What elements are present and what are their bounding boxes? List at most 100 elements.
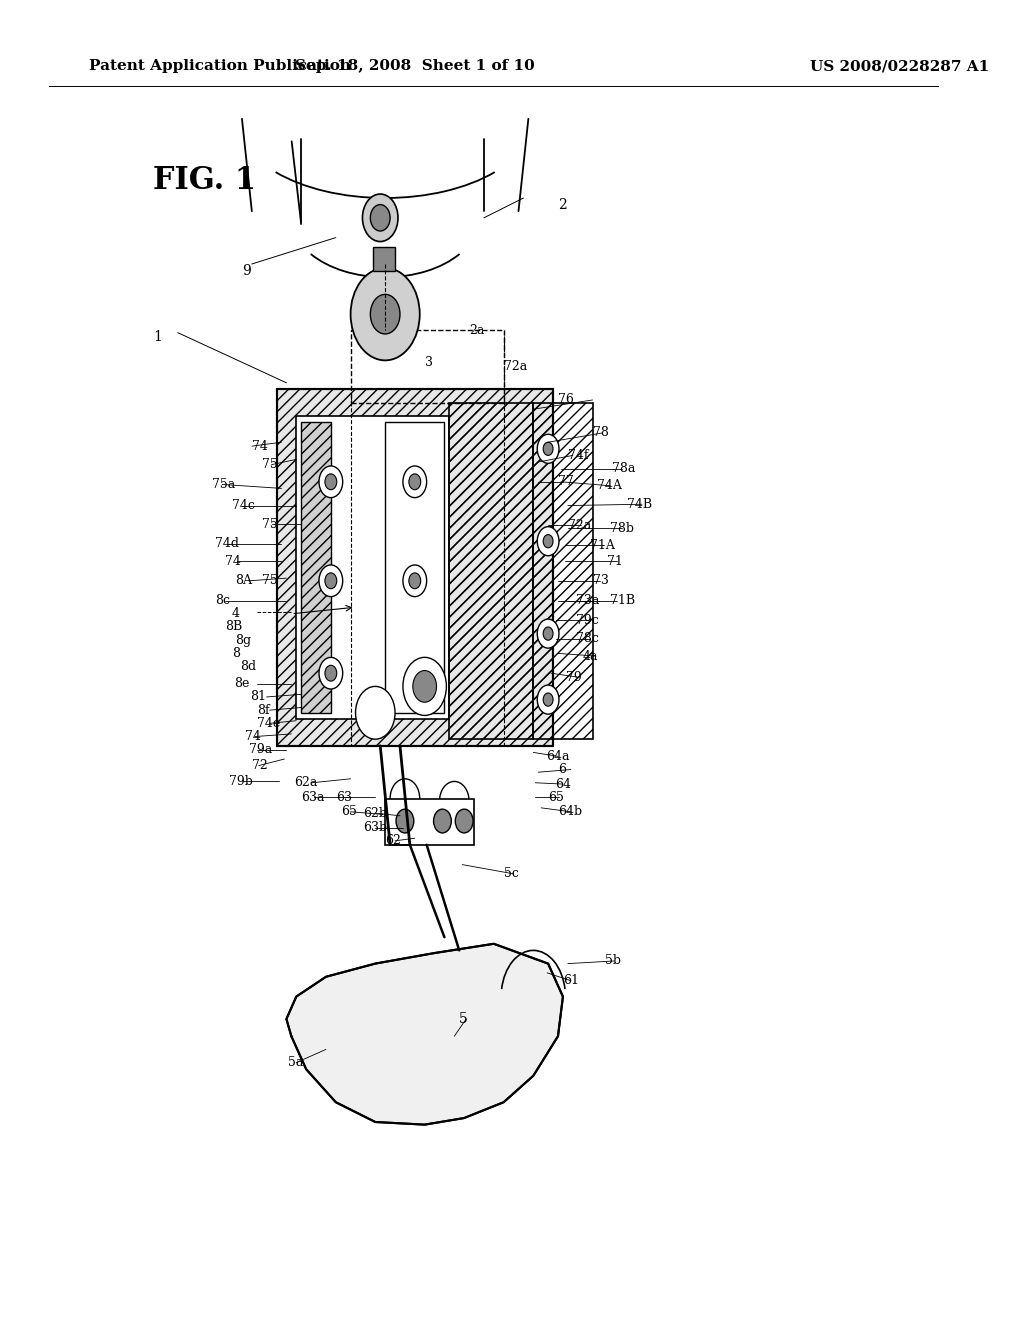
- Circle shape: [439, 781, 469, 821]
- Circle shape: [319, 657, 343, 689]
- Text: 64a: 64a: [546, 750, 569, 763]
- Text: US 2008/0228287 A1: US 2008/0228287 A1: [810, 59, 989, 74]
- Bar: [534, 403, 593, 739]
- Text: 75: 75: [262, 574, 278, 587]
- Text: 78b: 78b: [610, 521, 634, 535]
- Circle shape: [538, 527, 559, 556]
- Text: 65: 65: [341, 805, 356, 818]
- Circle shape: [325, 573, 337, 589]
- Text: 63: 63: [336, 791, 352, 804]
- Circle shape: [362, 194, 398, 242]
- Text: 8c: 8c: [215, 594, 230, 607]
- Circle shape: [402, 466, 427, 498]
- Text: 74f: 74f: [568, 449, 589, 462]
- Bar: [296, 416, 450, 719]
- Text: 5b: 5b: [605, 954, 622, 968]
- Text: Patent Application Publication: Patent Application Publication: [89, 59, 351, 74]
- Text: 78a: 78a: [612, 462, 636, 475]
- Circle shape: [350, 268, 420, 360]
- Text: Sep. 18, 2008  Sheet 1 of 10: Sep. 18, 2008 Sheet 1 of 10: [295, 59, 535, 74]
- Circle shape: [543, 535, 553, 548]
- Text: 71B: 71B: [610, 594, 636, 607]
- Text: 1: 1: [153, 330, 162, 343]
- Circle shape: [409, 474, 421, 490]
- Text: 74c: 74c: [232, 499, 255, 512]
- Circle shape: [355, 686, 395, 739]
- Polygon shape: [287, 944, 563, 1125]
- Text: 62a: 62a: [294, 776, 317, 789]
- Circle shape: [543, 442, 553, 455]
- Text: 63b: 63b: [364, 821, 387, 834]
- Text: 71A: 71A: [590, 539, 614, 552]
- Text: 9: 9: [242, 264, 251, 277]
- Text: 75: 75: [262, 458, 278, 471]
- Text: 79a: 79a: [249, 743, 272, 756]
- Bar: [450, 403, 534, 739]
- Text: 8A: 8A: [236, 574, 252, 587]
- Text: 64b: 64b: [558, 805, 582, 818]
- Text: 61: 61: [563, 974, 579, 987]
- Circle shape: [402, 657, 446, 715]
- Text: 76: 76: [558, 393, 573, 407]
- Bar: [374, 247, 395, 271]
- Text: 74e: 74e: [257, 717, 280, 730]
- Circle shape: [319, 466, 343, 498]
- Text: 74B: 74B: [627, 498, 652, 511]
- Text: 2a: 2a: [469, 323, 484, 337]
- Text: 62: 62: [385, 834, 401, 847]
- Bar: [385, 422, 444, 713]
- Circle shape: [371, 205, 390, 231]
- Bar: [350, 330, 504, 403]
- Bar: [276, 389, 553, 746]
- Text: 65: 65: [548, 791, 564, 804]
- Text: 3: 3: [425, 356, 433, 370]
- Circle shape: [396, 809, 414, 833]
- Text: 4a: 4a: [583, 649, 598, 663]
- Text: 5a: 5a: [289, 1056, 304, 1069]
- Circle shape: [319, 565, 343, 597]
- Circle shape: [409, 573, 421, 589]
- Bar: [385, 799, 474, 845]
- Text: 8f: 8f: [257, 704, 269, 717]
- Circle shape: [543, 693, 553, 706]
- Circle shape: [413, 671, 436, 702]
- Text: 74: 74: [245, 730, 261, 743]
- Text: 8e: 8e: [234, 677, 250, 690]
- Circle shape: [433, 809, 452, 833]
- Bar: [301, 422, 331, 713]
- Text: 8g: 8g: [236, 634, 251, 647]
- Circle shape: [543, 627, 553, 640]
- Text: 62b: 62b: [364, 807, 387, 820]
- Text: 75: 75: [262, 517, 278, 531]
- Text: 71: 71: [607, 554, 624, 568]
- Text: 73a: 73a: [575, 594, 599, 607]
- Circle shape: [456, 809, 473, 833]
- Text: 5: 5: [459, 1012, 468, 1026]
- Text: 74: 74: [252, 440, 267, 453]
- Circle shape: [371, 294, 400, 334]
- Text: 63a: 63a: [301, 791, 325, 804]
- Text: 8d: 8d: [240, 660, 256, 673]
- Text: 78: 78: [593, 426, 608, 440]
- Bar: [276, 389, 553, 746]
- Text: 72a: 72a: [568, 519, 591, 532]
- Circle shape: [538, 434, 559, 463]
- Text: 64: 64: [555, 777, 571, 791]
- Text: 75a: 75a: [212, 478, 236, 491]
- Text: 8B: 8B: [225, 620, 243, 634]
- Text: 81: 81: [250, 690, 266, 704]
- Text: 79c: 79c: [575, 614, 598, 627]
- Circle shape: [325, 665, 337, 681]
- Text: 74A: 74A: [597, 479, 623, 492]
- Text: 74: 74: [225, 554, 241, 568]
- Text: 79: 79: [566, 671, 582, 684]
- Text: 78c: 78c: [575, 632, 599, 645]
- Text: 6: 6: [558, 763, 566, 776]
- Circle shape: [402, 565, 427, 597]
- Text: FIG. 1: FIG. 1: [153, 165, 256, 195]
- Text: 72: 72: [252, 759, 267, 772]
- Circle shape: [390, 779, 420, 818]
- Text: 74d: 74d: [215, 537, 240, 550]
- Text: 4: 4: [232, 607, 240, 620]
- Text: 8: 8: [232, 647, 240, 660]
